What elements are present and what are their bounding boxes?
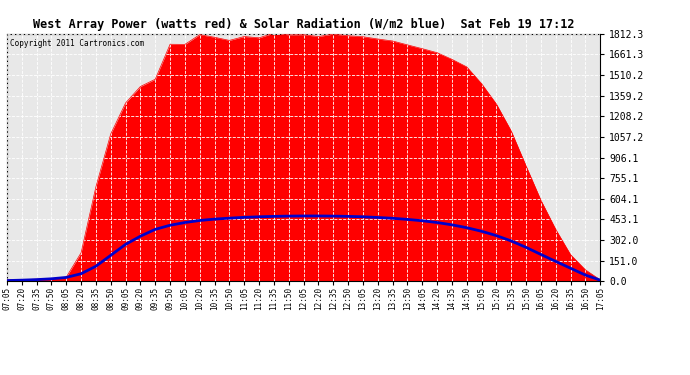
Text: Copyright 2011 Cartronics.com: Copyright 2011 Cartronics.com: [10, 39, 144, 48]
Title: West Array Power (watts red) & Solar Radiation (W/m2 blue)  Sat Feb 19 17:12: West Array Power (watts red) & Solar Rad…: [33, 18, 574, 31]
